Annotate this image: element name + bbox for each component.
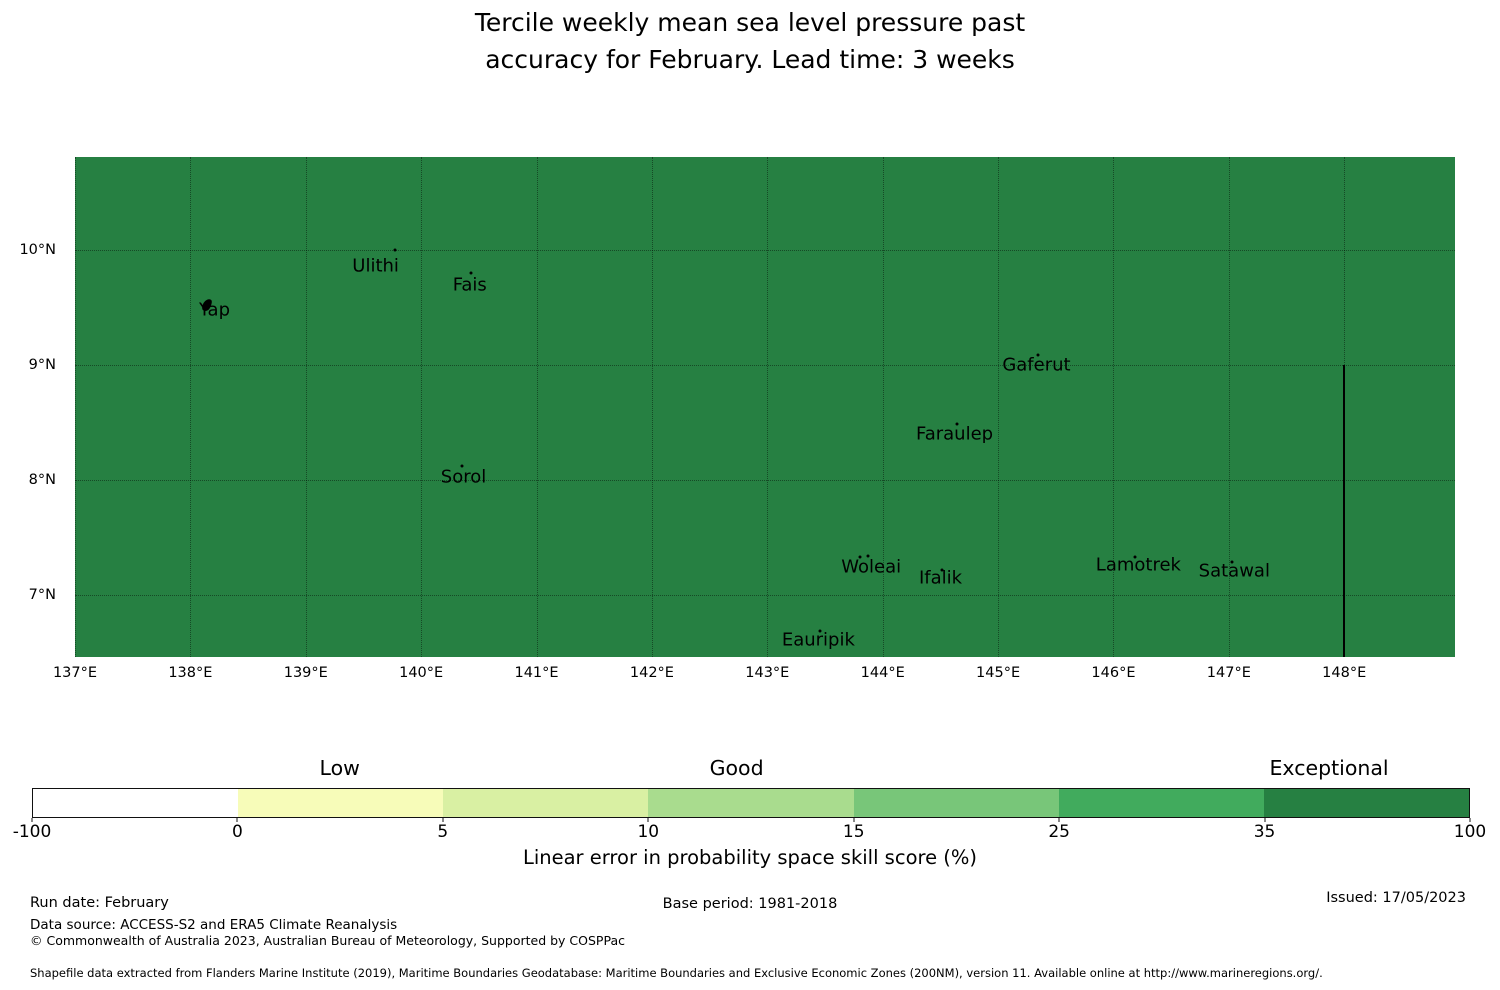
base-period-text: Base period: 1981-2018 bbox=[662, 896, 838, 912]
island-label-fais: Fais bbox=[452, 274, 487, 296]
island-marker-sorol bbox=[460, 464, 464, 468]
colorbar-segment bbox=[33, 789, 239, 817]
colorbar-tick-label: 100 bbox=[1453, 822, 1487, 842]
run-date-text: Run date: February bbox=[30, 895, 169, 911]
x-tick-label: 138°E bbox=[168, 665, 213, 681]
colorbar-tick-mark bbox=[1058, 818, 1060, 822]
gridline-meridian bbox=[1228, 157, 1230, 657]
island-label-satawal: Satawal bbox=[1198, 560, 1270, 582]
island-marker-ulithi bbox=[393, 248, 397, 252]
x-tick-label: 147°E bbox=[1206, 665, 1251, 681]
colorbar-tick-row: -100 0 5 10 15 25 35 100 bbox=[13, 818, 1486, 846]
island-marker-woleai bbox=[866, 554, 870, 558]
shapefile-note-text: Shapefile data extracted from Flanders M… bbox=[30, 966, 1323, 980]
island-label-lamotrek: Lamotrek bbox=[1095, 554, 1181, 576]
colorbar-tick-mark bbox=[31, 818, 33, 822]
copyright-text: © Commonwealth of Australia 2023, Austra… bbox=[30, 933, 625, 948]
island-marker-gaferut bbox=[1036, 353, 1040, 357]
y-tick-label: 8°N bbox=[28, 471, 56, 488]
island-marker-ifalik bbox=[940, 568, 944, 572]
y-tick-label: 10°N bbox=[19, 242, 56, 259]
chart-title: Tercile weekly mean sea level pressure p… bbox=[0, 4, 1500, 78]
x-tick-label: 146°E bbox=[1091, 665, 1136, 681]
colorbar-segment bbox=[1058, 789, 1264, 817]
island-label-woleai: Woleai bbox=[841, 556, 902, 578]
colorbar-segment bbox=[853, 789, 1059, 817]
island-label-yap: Yap bbox=[199, 299, 231, 321]
gridline-meridian bbox=[536, 157, 538, 657]
island-marker-eauripik bbox=[818, 629, 822, 633]
island-label-ulithi: Ulithi bbox=[352, 255, 399, 277]
gridline-meridian bbox=[305, 157, 307, 657]
x-tick-label: 141°E bbox=[514, 665, 559, 681]
gridline-meridian bbox=[651, 157, 653, 657]
colorbar-tick-mark bbox=[1469, 818, 1471, 822]
island-marker-faraulep bbox=[955, 422, 959, 426]
colorbar-segment bbox=[1263, 789, 1469, 817]
island-marker-satawal bbox=[1230, 560, 1234, 564]
map-canvas: Yap Ulithi Fais Sorol Gaferut Faraulep Woleai I… bbox=[75, 157, 1455, 657]
colorbar-segment bbox=[648, 789, 854, 817]
island-label-gaferut: Gaferut bbox=[1002, 354, 1071, 376]
colorbar-tick-label: 10 bbox=[637, 822, 660, 842]
island-label-sorol: Sorol bbox=[440, 466, 487, 488]
gridline-meridian bbox=[882, 157, 884, 657]
island-label-faraulep: Faraulep bbox=[915, 423, 994, 445]
colorbar-segment bbox=[238, 789, 444, 817]
eez-boundary-line bbox=[1343, 365, 1346, 657]
island-label-ifalik: Ifalik bbox=[918, 567, 963, 589]
gridline-meridian bbox=[767, 157, 769, 657]
colorbar-tick-label: 35 bbox=[1253, 822, 1276, 842]
gridline-meridian bbox=[1113, 157, 1115, 657]
chart-title-line2: accuracy for February. Lead time: 3 week… bbox=[485, 45, 1015, 74]
island-marker-woleai bbox=[858, 555, 862, 559]
colorbar-category-exceptional: Exceptional bbox=[1269, 756, 1389, 780]
island-marker-fais bbox=[469, 271, 473, 275]
x-tick-label: 140°E bbox=[399, 665, 444, 681]
x-tick-label: 143°E bbox=[745, 665, 790, 681]
gridline-parallel bbox=[75, 250, 1455, 252]
colorbar-tick-label: 15 bbox=[842, 822, 865, 842]
colorbar-category-good: Good bbox=[709, 756, 764, 780]
colorbar-axis-label: Linear error in probability space skill … bbox=[522, 846, 978, 869]
x-tick-label: 145°E bbox=[976, 665, 1021, 681]
gridline-meridian bbox=[421, 157, 423, 657]
colorbar-category-labels: Low Good Exceptional bbox=[32, 756, 1470, 786]
y-tick-label: 9°N bbox=[28, 357, 56, 374]
x-axis: 137°E 138°E 139°E 140°E 141°E 142°E 143°E 144°E… bbox=[53, 661, 1455, 689]
gridline-parallel bbox=[75, 594, 1455, 596]
y-tick-label: 7°N bbox=[28, 586, 56, 603]
colorbar-tick-mark bbox=[1264, 818, 1266, 822]
colorbar-tick-mark bbox=[647, 818, 649, 822]
colorbar-tick-label: -100 bbox=[12, 822, 52, 842]
colorbar-tick-label: 5 bbox=[437, 822, 449, 842]
colorbar-segment bbox=[443, 789, 649, 817]
island-marker-lamotrek bbox=[1133, 555, 1137, 559]
colorbar-tick-mark bbox=[236, 818, 238, 822]
colorbar-bar bbox=[32, 788, 1470, 818]
issued-date-text: Issued: 17/05/2023 bbox=[1326, 890, 1466, 906]
x-tick-label: 137°E bbox=[52, 665, 98, 681]
data-source-text: Data source: ACCESS-S2 and ERA5 Climate … bbox=[30, 917, 398, 933]
x-tick-label: 148°E bbox=[1322, 665, 1367, 681]
chart-title-line1: Tercile weekly mean sea level pressure p… bbox=[474, 8, 1026, 37]
colorbar-tick-mark bbox=[853, 818, 855, 822]
colorbar-tick-label: 0 bbox=[232, 822, 243, 842]
x-tick-label: 142°E bbox=[629, 665, 674, 681]
gridline-parallel bbox=[75, 479, 1455, 481]
gridline-meridian bbox=[998, 157, 1000, 657]
colorbar-tick-label: 25 bbox=[1048, 822, 1070, 842]
island-label-eauripik: Eauripik bbox=[781, 629, 855, 651]
gridline-meridian bbox=[190, 157, 192, 657]
gridline-meridian bbox=[75, 157, 76, 657]
x-tick-label: 139°E bbox=[283, 665, 328, 681]
colorbar-category-low: Low bbox=[319, 756, 360, 780]
colorbar-tick-mark bbox=[442, 818, 444, 822]
gridline-parallel bbox=[75, 365, 1455, 367]
y-axis: 10°N 9°N 8°N 7°N bbox=[0, 157, 66, 657]
x-tick-label: 144°E bbox=[860, 665, 905, 681]
